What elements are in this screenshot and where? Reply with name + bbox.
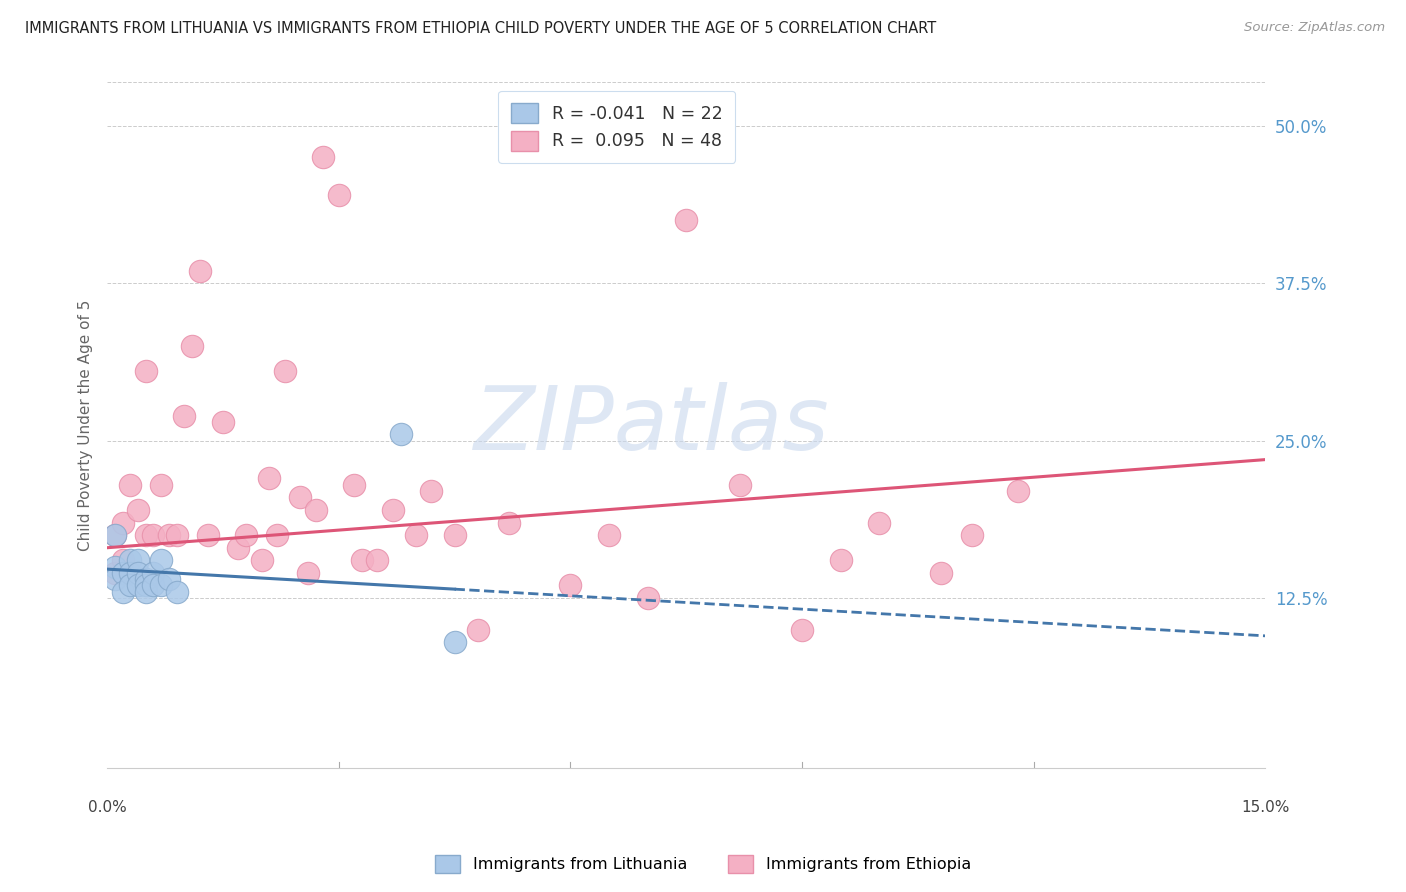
Point — [929, 566, 952, 580]
Point — [235, 528, 257, 542]
Point — [135, 578, 157, 592]
Point — [312, 151, 335, 165]
Point — [304, 503, 326, 517]
Point — [467, 623, 489, 637]
Point — [675, 213, 697, 227]
Text: ZIPatlas: ZIPatlas — [474, 382, 830, 468]
Point — [142, 528, 165, 542]
Point — [127, 566, 149, 580]
Point — [420, 484, 443, 499]
Text: 15.0%: 15.0% — [1241, 799, 1289, 814]
Point — [212, 415, 235, 429]
Point — [250, 553, 273, 567]
Point — [111, 584, 134, 599]
Legend: Immigrants from Lithuania, Immigrants from Ethiopia: Immigrants from Lithuania, Immigrants fr… — [429, 848, 977, 880]
Point — [274, 364, 297, 378]
Point — [135, 572, 157, 586]
Point — [135, 364, 157, 378]
Text: Source: ZipAtlas.com: Source: ZipAtlas.com — [1244, 21, 1385, 34]
Point — [389, 427, 412, 442]
Point — [443, 528, 465, 542]
Point — [127, 553, 149, 567]
Legend: R = -0.041   N = 22, R =  0.095   N = 48: R = -0.041 N = 22, R = 0.095 N = 48 — [498, 91, 735, 163]
Point — [443, 635, 465, 649]
Point — [960, 528, 983, 542]
Point — [181, 339, 204, 353]
Point — [197, 528, 219, 542]
Point — [560, 578, 582, 592]
Point — [150, 578, 173, 592]
Point — [259, 471, 281, 485]
Point — [127, 578, 149, 592]
Point — [104, 528, 127, 542]
Point — [290, 491, 312, 505]
Point — [166, 584, 188, 599]
Point — [104, 572, 127, 586]
Point — [343, 477, 366, 491]
Point — [730, 477, 752, 491]
Point — [297, 566, 319, 580]
Point — [598, 528, 620, 542]
Point — [142, 566, 165, 580]
Point — [868, 516, 890, 530]
Point — [188, 264, 211, 278]
Point — [157, 572, 180, 586]
Point — [381, 503, 404, 517]
Point — [637, 591, 659, 606]
Point — [142, 578, 165, 592]
Point — [150, 477, 173, 491]
Point — [135, 584, 157, 599]
Point — [111, 516, 134, 530]
Point — [1007, 484, 1029, 499]
Point — [157, 528, 180, 542]
Point — [104, 528, 127, 542]
Point — [120, 578, 142, 592]
Point — [366, 553, 388, 567]
Text: 0.0%: 0.0% — [87, 799, 127, 814]
Point — [104, 559, 127, 574]
Point — [405, 528, 427, 542]
Point — [830, 553, 852, 567]
Point — [498, 516, 520, 530]
Point — [127, 503, 149, 517]
Point — [120, 477, 142, 491]
Point — [350, 553, 373, 567]
Point — [228, 541, 250, 555]
Point — [111, 553, 134, 567]
Point — [328, 188, 350, 202]
Point — [104, 566, 127, 580]
Text: IMMIGRANTS FROM LITHUANIA VS IMMIGRANTS FROM ETHIOPIA CHILD POVERTY UNDER THE AG: IMMIGRANTS FROM LITHUANIA VS IMMIGRANTS … — [25, 21, 936, 36]
Point — [266, 528, 288, 542]
Y-axis label: Child Poverty Under the Age of 5: Child Poverty Under the Age of 5 — [79, 300, 93, 550]
Point — [111, 566, 134, 580]
Point — [166, 528, 188, 542]
Point — [790, 623, 813, 637]
Point — [173, 409, 195, 423]
Point — [150, 553, 173, 567]
Point — [135, 528, 157, 542]
Point — [120, 553, 142, 567]
Point — [120, 566, 142, 580]
